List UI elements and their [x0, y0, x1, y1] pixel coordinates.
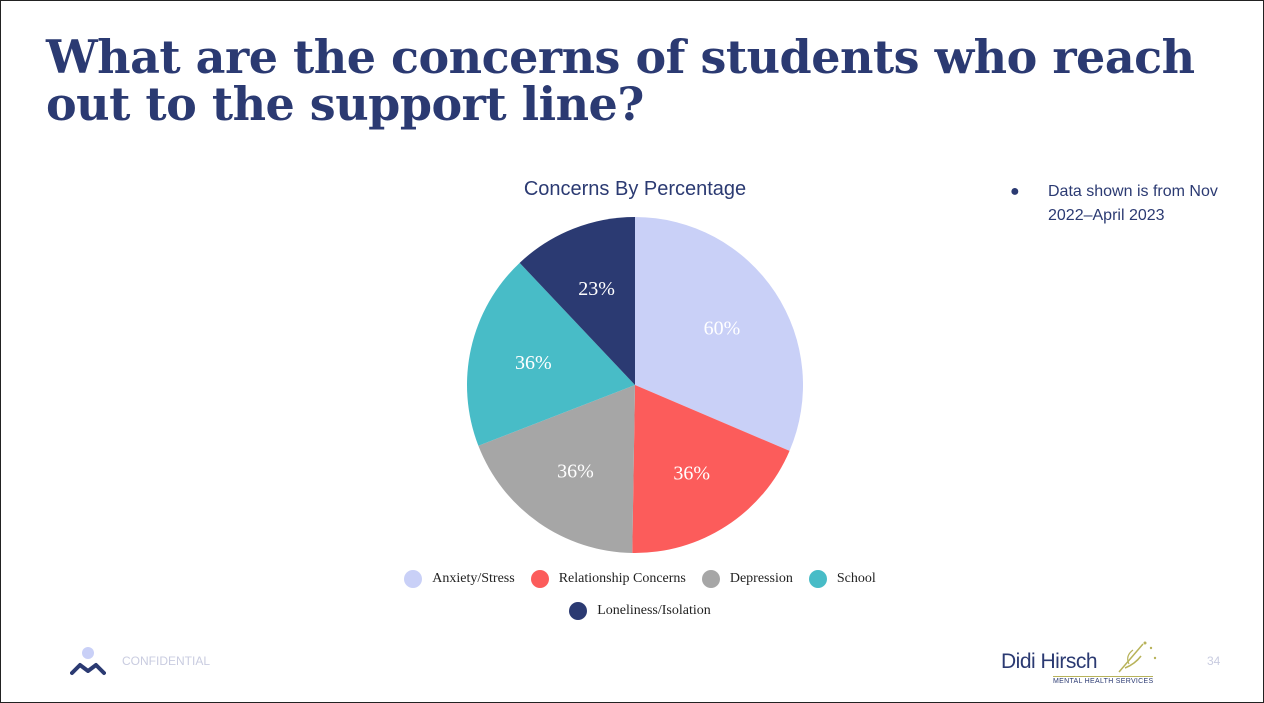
note-text: Data shown is from Nov 2022–April 2023 [1048, 183, 1218, 224]
leaf-icon [1118, 641, 1157, 673]
legend-item-relationship-concerns: Relationship Concerns [530, 566, 686, 592]
legend-label: Loneliness/Isolation [597, 603, 711, 618]
pie-label-school: 36% [515, 352, 552, 374]
pie-chart: 60% 36% 36% 36% 23% [467, 217, 803, 553]
brand-name: Didi Hirsch [1001, 650, 1098, 673]
chart-title: Concerns By Percentage [523, 178, 747, 200]
pie-label-relationship-concerns: 36% [673, 462, 710, 484]
bullet-icon: ● [1010, 183, 1020, 200]
pie-slice-relationship-concerns [632, 385, 790, 553]
brand-mark-icon [70, 647, 106, 675]
pie-label-loneliness-isolation: 23% [578, 278, 615, 300]
legend-label: Depression [729, 571, 793, 586]
confidential-label: CONFIDENTIAL [122, 654, 211, 668]
pie-slice-depression [478, 385, 635, 553]
legend-swatch [569, 602, 588, 620]
legend-swatch [808, 570, 827, 588]
legend-item-loneliness-isolation: Loneliness/Isolation [569, 598, 711, 624]
chart-legend: Anxiety/Stress Relationship Concerns Depre… [360, 566, 920, 630]
legend-item-anxiety-stress: Anxiety/Stress [404, 566, 515, 592]
legend-item-depression: Depression [701, 566, 793, 592]
pie-slices [467, 217, 803, 553]
legend-swatch [404, 570, 423, 588]
slide-title: What are the concerns of students who re… [46, 30, 1195, 131]
legend-swatch [701, 570, 720, 588]
legend-label: Anxiety/Stress [432, 571, 515, 586]
legend-label: School [836, 571, 876, 586]
pie-label-anxiety-stress: 60% [704, 318, 741, 340]
note-bullet-item: ● Data shown is from Nov 2022–April 2023 [1010, 180, 1255, 228]
brand-subtitle: MENTAL HEALTH SERVICES [1053, 676, 1154, 685]
legend-label: Relationship Concerns [558, 571, 686, 586]
page-number: 34 [1207, 654, 1221, 668]
pie-slice-loneliness-isolation [519, 217, 635, 385]
pie-label-depression: 36% [557, 460, 594, 482]
legend-swatch [530, 570, 549, 588]
pie-slice-school [467, 262, 635, 446]
legend-item-school: School [808, 566, 876, 592]
pie-slice-anxiety-stress [635, 217, 803, 451]
pie-labels: 60% 36% 36% 36% 23% [515, 278, 740, 484]
brand-logo: Didi Hirsch MENTAL HEALTH SERVICES [995, 636, 1175, 688]
